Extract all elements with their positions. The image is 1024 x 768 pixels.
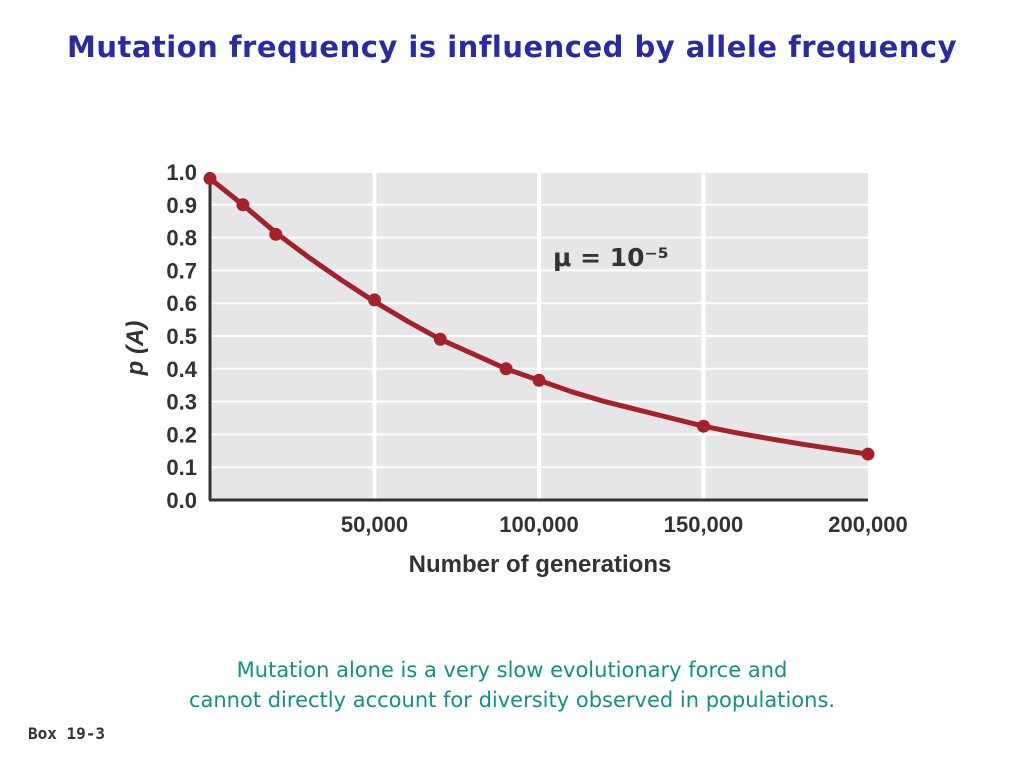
y-tick-label: 0.6 [166,291,197,316]
data-point [697,419,710,433]
y-tick-label: 0.2 [166,422,197,447]
slide-title: Mutation frequency is influenced by alle… [67,30,957,64]
y-axis-label: p (A) [122,321,149,377]
axes [208,172,868,502]
data-point [269,227,283,241]
y-tick-label: 0.8 [166,226,197,251]
x-tick-label: 50,000 [341,512,408,537]
grid-lines [210,171,868,500]
y-tick-label: 0.7 [166,258,197,283]
caption-line-2: cannot directly account for diversity ob… [188,688,836,712]
y-tick-label: 0.4 [166,357,197,382]
caption-line-1: Mutation alone is a very slow evolutiona… [236,658,788,682]
data-point [368,293,381,307]
data-point [203,172,217,186]
y-tick-label: 0.0 [166,488,197,513]
x-tick-label: 100,000 [499,512,579,537]
y-tick-label: 1.0 [166,160,197,185]
y-tick-label: 0.9 [166,193,197,218]
data-point [532,373,546,387]
x-tick-labels: 50,000 100,000 150,000 200,000 [341,512,908,537]
data-point [861,447,875,461]
y-tick-labels: 0.0 0.1 0.2 0.3 0.4 0.5 0.6 0.7 0.8 0.9 1.0 [166,160,197,513]
y-tick-label: 0.3 [166,390,197,415]
box-label: Box 19-3 [28,724,106,743]
data-point [236,198,250,212]
caption: Mutation alone is a very slow evolutiona… [0,655,1024,715]
y-tick-label: 0.5 [166,324,197,349]
data-point [433,332,447,346]
x-tick-label: 150,000 [664,512,744,537]
x-tick-label: 200,000 [828,512,908,537]
mutation-rate-annotation: μ = 10⁻⁵ [553,243,669,272]
x-axis-label: Number of generations [409,551,672,578]
y-tick-label: 0.1 [166,455,197,480]
data-points [203,172,875,461]
data-point [499,362,513,376]
